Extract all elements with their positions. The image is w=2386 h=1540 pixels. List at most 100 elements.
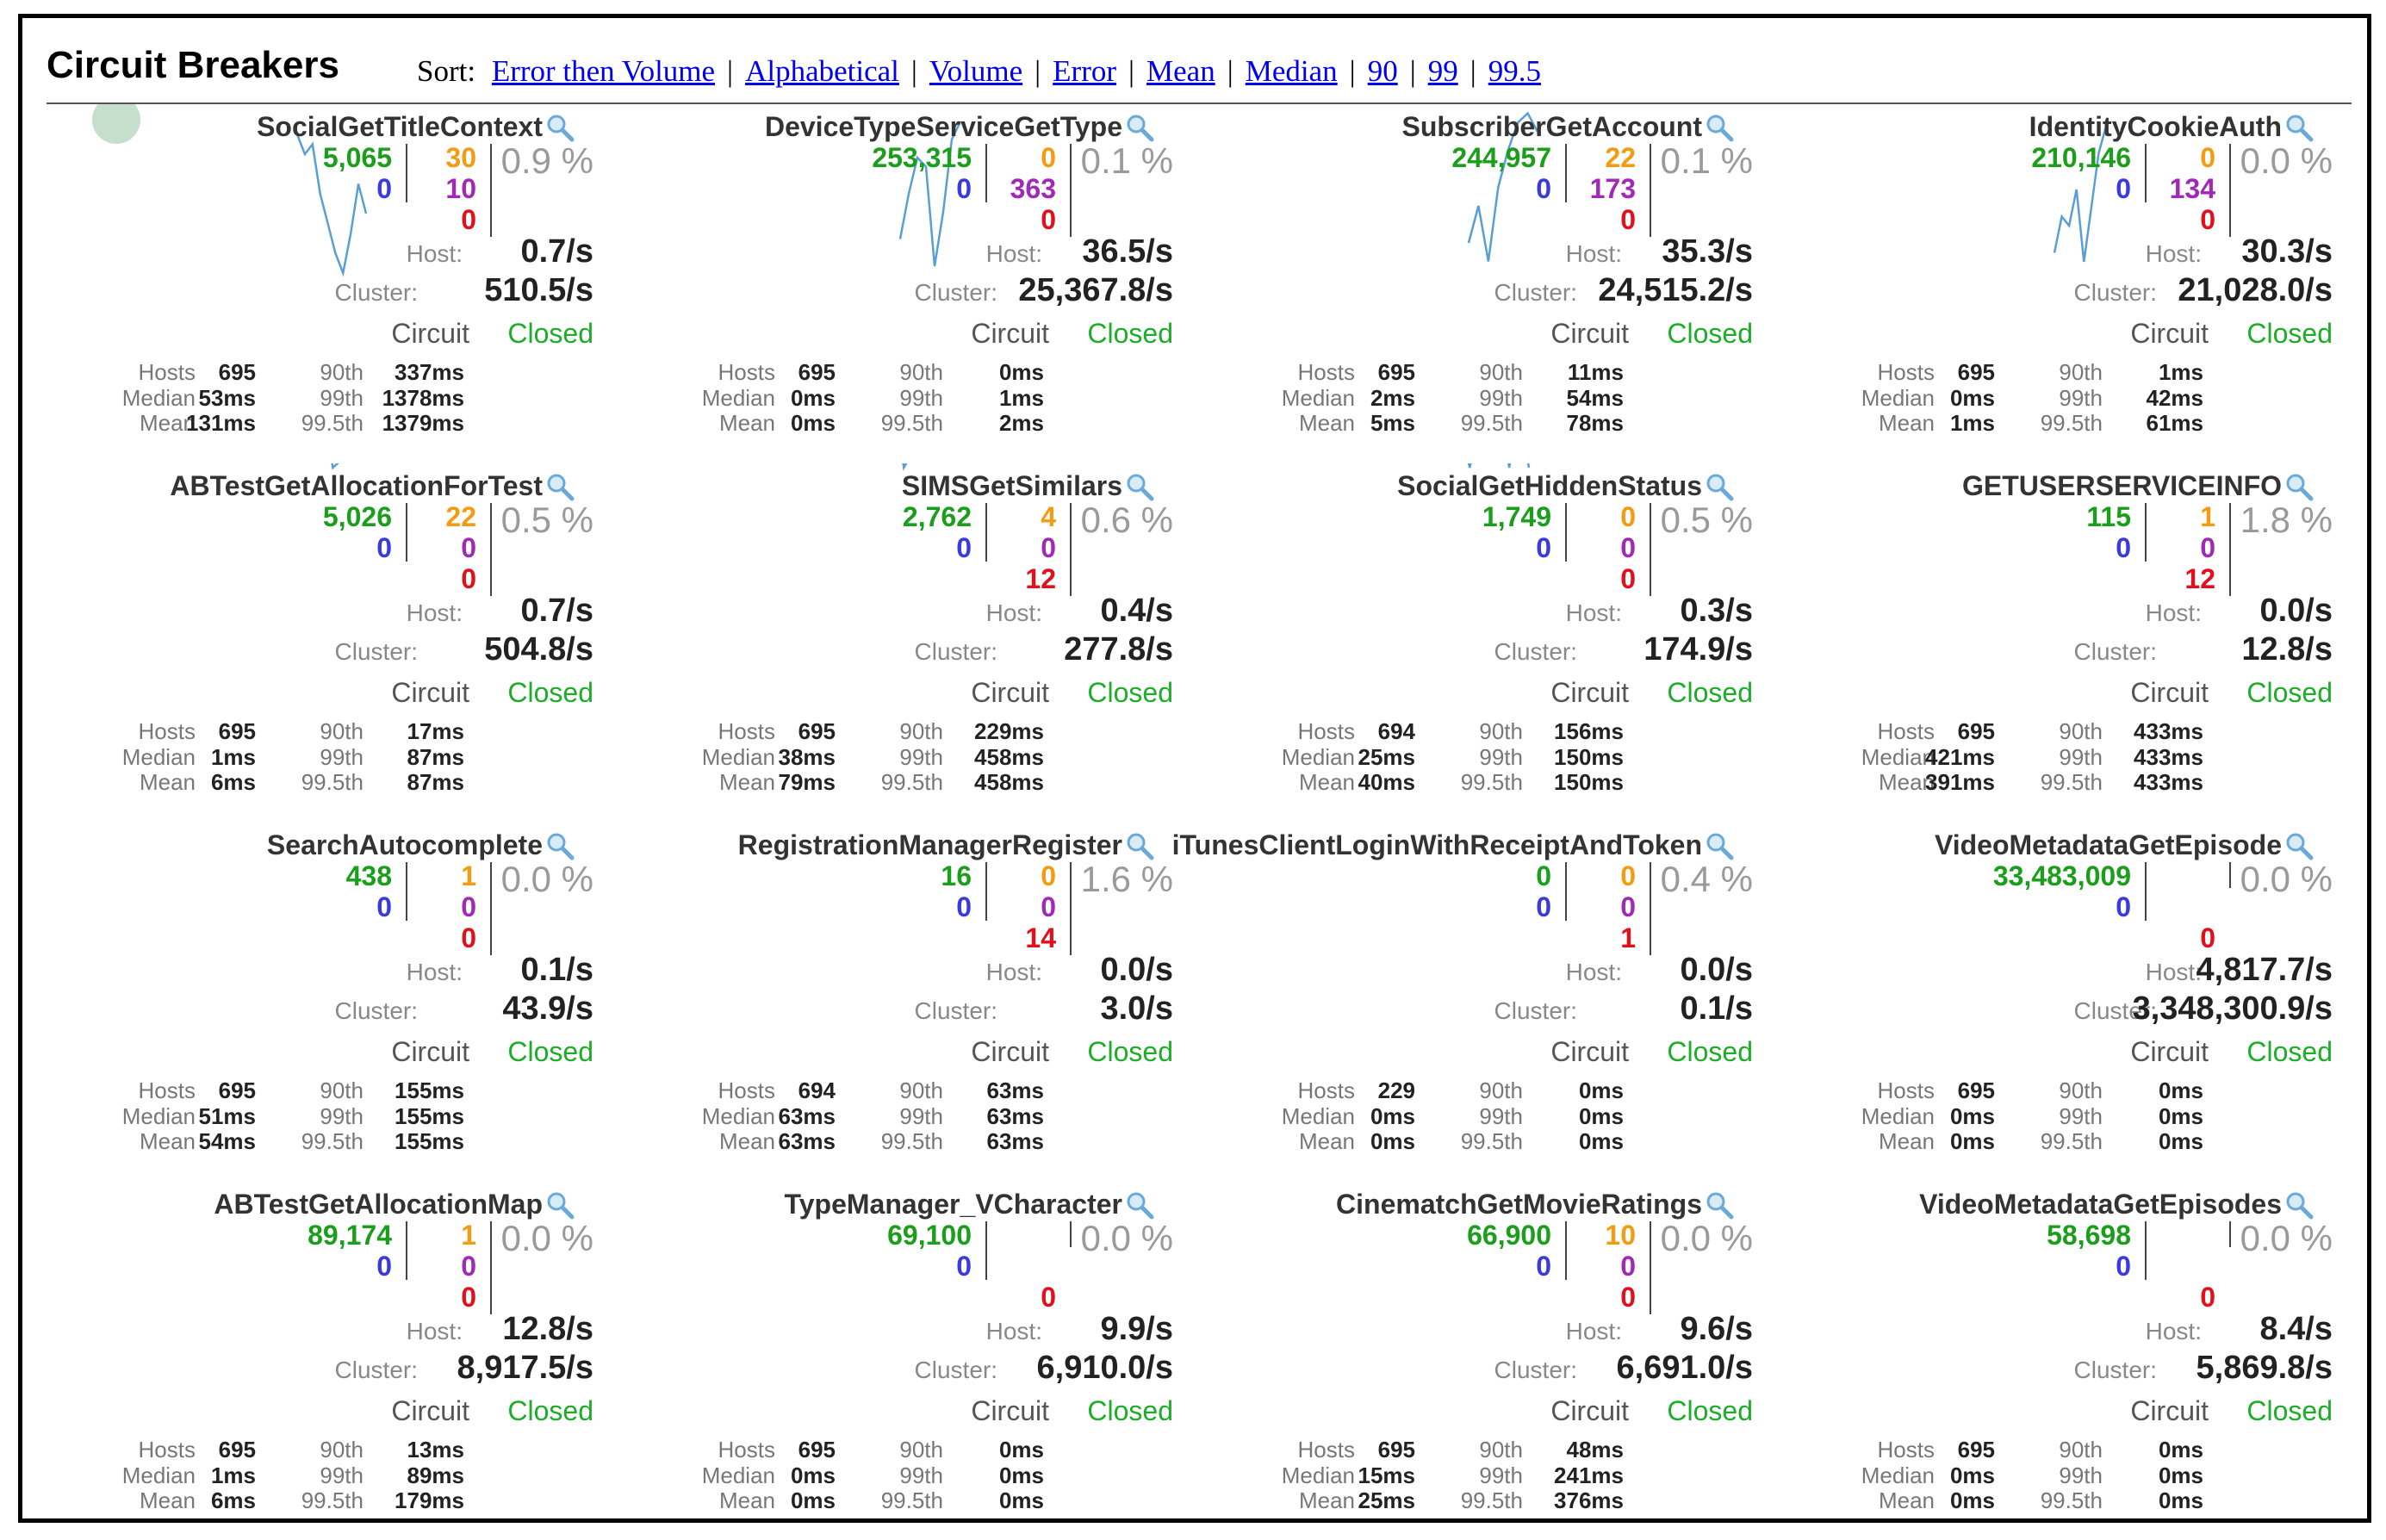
cluster-rate-label: Cluster: [914,638,997,665]
magnifier-icon[interactable] [1125,1190,1154,1220]
p90-label: 90th [1479,1077,1523,1103]
p995-label: 99.5th [2040,1487,2103,1513]
cluster-rate-label: Cluster: [2073,638,2157,665]
success-count: 16 [941,860,972,891]
magnifier-icon[interactable] [1125,113,1154,142]
rejected-count: 0 [1041,532,1056,563]
count-divider [406,1221,407,1280]
error-percentage: 0.0 % [1660,1218,1753,1258]
magnifier-icon[interactable] [1125,831,1154,860]
magnifier-icon[interactable] [1125,472,1154,501]
circuit-status: Closed [2246,1036,2333,1067]
mean-label: Mean [718,1487,775,1513]
circuit-status: Closed [1667,1395,1753,1426]
median-label: Median [121,1462,196,1488]
host-rate-label: Host: [985,240,1042,267]
median-value: 2ms [1370,385,1415,411]
circuit-label: Circuit [1550,1395,1629,1426]
sort-99-5-link[interactable]: 99.5 [1488,54,1541,88]
p90-label: 90th [899,1077,943,1103]
magnifier-icon[interactable] [2284,113,2314,142]
sort-alphabetical-link[interactable]: Alphabetical [745,54,899,88]
sort-volume-link[interactable]: Volume [929,54,1023,88]
host-rate-label: Host: [2145,1318,2202,1344]
error-divider [1650,862,1651,955]
error-divider [2229,862,2231,888]
card-graph-area [1767,104,2346,463]
p995-value: 78ms [1566,410,1625,436]
short-circuited-count: 0 [376,1251,392,1282]
error-divider [1070,503,1072,596]
error-divider [490,862,492,955]
p99-label: 99th [899,1462,943,1488]
p90-label: 90th [2059,1077,2103,1103]
sparkline-path [898,121,962,267]
short-circuited-count: 0 [2116,173,2131,204]
magnifier-icon[interactable] [545,1190,575,1220]
host-rate: 0.4/s [1100,593,1173,629]
cluster-rate: 504.8/s [484,631,593,668]
circuit-card: ABTestGetAllocationMap 89,174 0 1 0 0 0.… [28,1182,607,1518]
circuit-label: Circuit [391,677,469,708]
cluster-rate: 21,028.0/s [2178,272,2333,308]
error-divider [2229,503,2231,596]
sort-90-link[interactable]: 90 [1367,54,1398,88]
sparkline [2053,126,2108,263]
circuit-status: Closed [507,1395,593,1426]
sort-error-link[interactable]: Error [1053,54,1117,88]
circuit-label: Circuit [391,318,469,349]
cluster-rate-label: Cluster: [2073,1357,2157,1383]
sort-median-link[interactable]: Median [1245,54,1338,88]
mean-label: Mean [1298,1128,1355,1154]
magnifier-icon[interactable] [1705,831,1734,860]
rejected-count: 0 [461,1251,476,1282]
magnifier-icon[interactable] [2284,831,2314,860]
p90-value: 155ms [395,1077,464,1103]
circuit-name: iTunesClientLoginWithReceiptAndToken [1171,829,1702,860]
magnifier-icon[interactable] [545,472,575,501]
p995-label: 99.5th [301,410,363,436]
host-rate: 9.9/s [1100,1311,1173,1347]
magnifier-icon[interactable] [2284,472,2314,501]
error-divider [490,144,492,237]
cluster-rate-label: Cluster: [1494,997,1577,1024]
magnifier-icon[interactable] [545,831,575,860]
sort-mean-link[interactable]: Mean [1146,54,1215,88]
p99-value: 1378ms [382,385,464,411]
cluster-rate: 6,691.0/s [1616,1350,1753,1386]
mean-label: Mean [139,769,196,795]
success-count: 210,146 [2031,142,2131,173]
p99-value: 0ms [998,1462,1044,1488]
magnifier-icon[interactable] [2284,1190,2314,1220]
median-label: Median [1281,1462,1355,1488]
p90-label: 90th [1479,1437,1523,1462]
error-divider [2229,1221,2231,1247]
p995-label: 99.5th [2040,769,2103,795]
failure-count: 14 [1025,922,1056,953]
circuit-status: Closed [1667,1036,1753,1067]
host-rate: 0.7/s [520,233,593,270]
short-circuited-count: 0 [956,891,972,922]
rejected-count: 0 [2200,532,2215,563]
p90-value: 156ms [1554,718,1624,744]
hosts-value: 695 [1957,1437,1995,1462]
magnifier-icon[interactable] [1705,472,1734,501]
magnifier-icon[interactable] [545,113,575,142]
cluster-rate: 277.8/s [1064,631,1173,668]
circuit-status: Closed [507,318,593,349]
hosts-value: 695 [218,359,256,385]
sort-error-then-volume-link[interactable]: Error then Volume [491,54,716,88]
sort-99-link[interactable]: 99 [1427,54,1458,88]
circuit-card: SocialGetTitleContext 5,065 0 30 10 0 0.… [28,104,607,463]
p99-value: 0ms [1578,1103,1624,1129]
magnifier-icon[interactable] [1705,1190,1734,1220]
median-label: Median [1861,385,1935,411]
timeout-count: 0 [1620,501,1636,532]
circuit-card: IdentityCookieAuth 210,146 0 0 134 0 0.0… [1767,104,2346,463]
hosts-label: Hosts [1297,1437,1355,1462]
error-divider [1650,503,1651,596]
host-rate-label: Host: [406,1318,463,1344]
rejected-count: 0 [1620,891,1636,922]
magnifier-icon[interactable] [1705,113,1734,142]
short-circuited-count: 0 [956,173,972,204]
